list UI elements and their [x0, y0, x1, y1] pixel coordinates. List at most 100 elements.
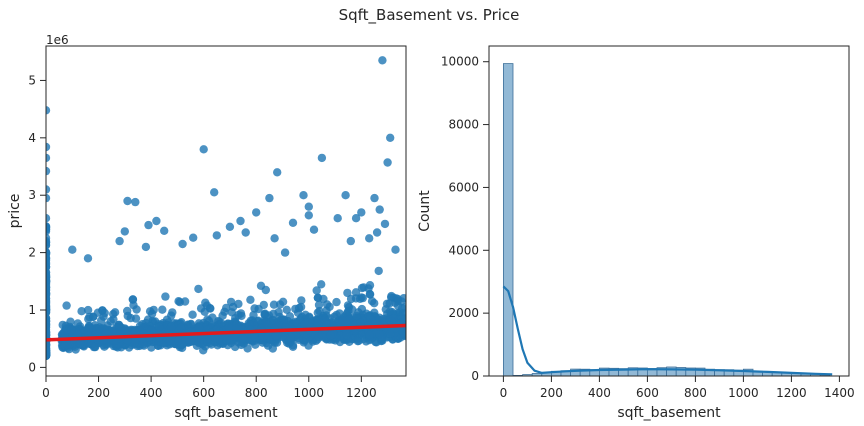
- scatter-point: [357, 304, 367, 314]
- scatter-point: [77, 307, 86, 316]
- x-tick-label: 200: [87, 386, 110, 400]
- scatter-point: [145, 307, 155, 316]
- y-tick-label: 10000: [441, 55, 479, 69]
- scatter-y-ticks: 0 1 2 3 4 5: [28, 73, 46, 374]
- scatter-point: [385, 299, 394, 308]
- scatter-point: [46, 142, 51, 152]
- scatter-point: [389, 314, 398, 323]
- scatter-point: [352, 311, 361, 321]
- scatter-point: [238, 334, 248, 343]
- x-tick-label: 800: [684, 386, 707, 400]
- scatter-point: [250, 304, 259, 313]
- y-tick-label: 5: [28, 73, 36, 87]
- x-tick-label: 1200: [346, 386, 377, 400]
- scatter-point: [391, 245, 400, 254]
- histogram-plot-frame: [488, 45, 850, 377]
- scatter-point: [282, 305, 291, 314]
- scatter-point: [155, 322, 164, 332]
- scatter-point: [246, 295, 255, 304]
- scatter-point: [288, 218, 298, 227]
- scatter-point: [46, 106, 51, 115]
- histogram-x-ticks: 0 200 400 600 800 1000 1200 1400: [500, 376, 855, 400]
- scatter-point: [95, 324, 104, 333]
- scatter-point: [236, 309, 246, 318]
- scatter-point: [210, 188, 219, 197]
- scatter-chart: 0 200 400 600 800 1000 1200 0 1 2 3 4 5 1e6 sqft_ba…: [7, 33, 407, 421]
- scatter-point: [263, 320, 273, 330]
- scatter-point: [314, 332, 323, 342]
- scatter-point: [161, 292, 170, 301]
- scatter-point: [313, 293, 323, 302]
- scatter-point: [107, 327, 117, 336]
- x-tick-label: 0: [42, 386, 50, 400]
- histogram-bars: [502, 63, 831, 377]
- scatter-point: [286, 333, 295, 342]
- histogram-chart: 0 200 400 600 800 1000 1200 1400 0 2000 4000 6000 8…: [417, 45, 855, 421]
- x-tick-label: 600: [636, 386, 659, 400]
- scatter-point: [188, 310, 197, 319]
- scatter-point: [46, 328, 51, 338]
- x-tick-label: 1200: [776, 386, 807, 400]
- scatter-point: [62, 301, 71, 310]
- scatter-point: [370, 299, 379, 308]
- scatter-point: [110, 308, 120, 317]
- scatter-point: [141, 242, 151, 252]
- scatter-point: [374, 266, 383, 276]
- scatter-y-axis-label: price: [7, 194, 23, 229]
- scatter-point: [194, 284, 203, 294]
- scatter-point: [325, 302, 334, 311]
- scatter-point: [256, 281, 266, 290]
- scatter-point: [265, 193, 274, 203]
- scatter-point: [355, 294, 365, 303]
- x-tick-label: 1000: [728, 386, 759, 400]
- scatter-point: [126, 313, 135, 323]
- scatter-point: [312, 286, 321, 295]
- histogram-bar: [502, 63, 514, 377]
- scatter-point: [279, 315, 289, 324]
- scatter-point: [273, 168, 282, 177]
- scatter-point: [73, 330, 82, 339]
- scatter-point: [385, 307, 395, 316]
- scatter-point: [385, 329, 395, 338]
- scatter-point: [46, 259, 51, 269]
- kde-curve-group: [502, 285, 833, 376]
- regression-line-group: [46, 323, 406, 342]
- scatter-point: [46, 236, 51, 246]
- scatter-point: [357, 208, 366, 217]
- scatter-point: [124, 327, 133, 337]
- scatter-point: [132, 305, 141, 314]
- scatter-point: [260, 310, 269, 319]
- scatter-point: [189, 233, 198, 242]
- scatter-point: [144, 220, 153, 230]
- scatter-point: [130, 328, 140, 337]
- scatter-point: [178, 239, 187, 249]
- scatter-point: [194, 323, 204, 332]
- scatter-point: [166, 322, 176, 331]
- scatter-point: [383, 158, 392, 167]
- scatter-point: [400, 315, 406, 324]
- scatter-point: [304, 202, 313, 211]
- scatter-point: [46, 294, 51, 303]
- scatter-point: [225, 222, 235, 231]
- x-tick-label: 0: [500, 386, 508, 400]
- x-tick-label: 400: [588, 386, 611, 400]
- scatter-point: [269, 300, 279, 309]
- scatter-point: [46, 185, 51, 194]
- y-tick-label: 0: [471, 369, 479, 383]
- scatter-point: [46, 305, 51, 315]
- kde-curve: [502, 285, 833, 376]
- histogram-y-ticks: 0 2000 4000 6000 8000 10000: [441, 55, 489, 383]
- histogram-y-axis-label: Count: [417, 190, 433, 232]
- scatter-point: [346, 236, 355, 246]
- scatter-point: [62, 340, 72, 349]
- scatter-point: [241, 228, 250, 237]
- scatter-point: [46, 346, 51, 355]
- scatter-point: [120, 227, 129, 236]
- scatter-point: [202, 334, 212, 343]
- scatter-point: [152, 216, 161, 226]
- y-tick-label: 4: [28, 131, 36, 145]
- scatter-point: [236, 216, 245, 226]
- scatter-x-ticks: 0 200 400 600 800 1000 1200: [42, 376, 377, 400]
- scatter-point: [130, 338, 139, 347]
- scatter-point: [275, 300, 285, 309]
